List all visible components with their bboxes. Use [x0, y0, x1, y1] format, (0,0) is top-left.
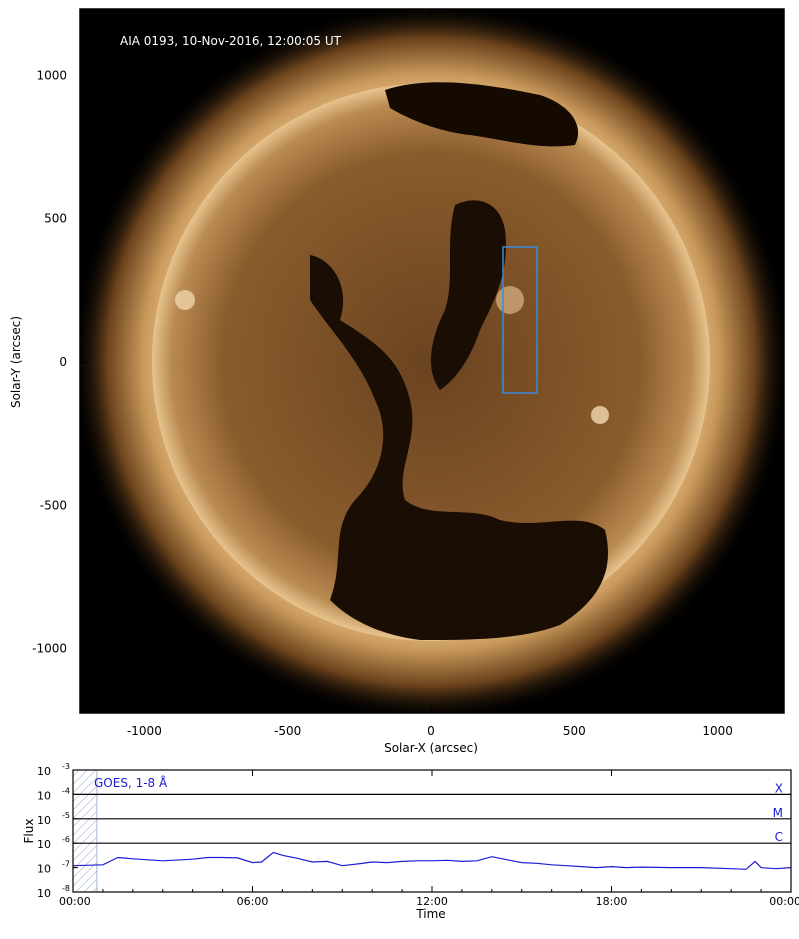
- goes-y-tick-label: 10: [37, 765, 51, 778]
- flare-class-lines: XMC: [73, 781, 791, 844]
- goes-legend-label: GOES, 1-8 Å: [94, 775, 168, 790]
- goes-y-tick-exponent: -5: [62, 811, 70, 820]
- goes-plot-area: [73, 770, 791, 892]
- goes-y-tick-exponent: -3: [62, 762, 70, 771]
- coronal-hole-central: [310, 255, 608, 640]
- goes-x-label: Time: [415, 907, 445, 921]
- image-x-tick-label: -1000: [127, 724, 162, 738]
- goes-panel: XMC GOES, 1-8 Å: [72, 769, 792, 893]
- goes-y-tick-exponent: -8: [62, 884, 70, 893]
- sun-image-panel: AIA 0193, 10-Nov-2016, 12:00:05 UT: [79, 8, 785, 714]
- image-title: AIA 0193, 10-Nov-2016, 12:00:05 UT: [120, 34, 342, 48]
- goes-x-tick-label: 18:00: [596, 895, 628, 908]
- goes-y-tick-exponent: -7: [62, 860, 70, 869]
- goes-y-tick-exponent: -6: [62, 835, 70, 844]
- goes-y-tick-label: 10: [37, 838, 51, 851]
- goes-x-tick-label: 12:00: [416, 895, 448, 908]
- goes-y-tick-label: 10: [37, 789, 51, 802]
- flare-class-label: X: [775, 781, 783, 795]
- image-x-label: Solar-X (arcsec): [384, 741, 478, 755]
- active-region-center: [496, 286, 524, 314]
- goes-x-tick-label: 00:00: [59, 895, 91, 908]
- goes-flux-series: [72, 851, 792, 870]
- image-frame: [79, 8, 785, 714]
- goes-x-tick-label: 06:00: [237, 895, 269, 908]
- active-region-east: [175, 290, 195, 310]
- goes-y-tick-label: 10: [37, 814, 51, 827]
- image-y-tick-label: 500: [44, 212, 67, 226]
- flare-class-label: M: [773, 806, 783, 820]
- image-y-tick-label: -500: [40, 498, 67, 512]
- image-y-tick-label: -1000: [32, 642, 67, 656]
- goes-x-tick-label: 00:00: [769, 895, 799, 908]
- goes-y-label: Flux: [22, 819, 36, 844]
- image-x-tick-label: -500: [274, 724, 301, 738]
- goes-y-tick-exponent: -4: [62, 786, 70, 795]
- active-region-west: [591, 406, 609, 424]
- image-y-tick-label: 0: [59, 355, 67, 369]
- coronal-hole-north: [385, 82, 579, 147]
- image-x-tick-label: 500: [563, 724, 586, 738]
- goes-y-tick-label: 10: [37, 863, 51, 876]
- image-x-tick-label: 0: [427, 724, 435, 738]
- image-y-label: Solar-Y (arcsec): [9, 316, 23, 408]
- goes-axes: 00:00 06:00 12:00 18:00 00:00 10 -3 10 -4 10 -5 10 -…: [37, 762, 799, 908]
- image-x-tick-label: 1000: [702, 724, 733, 738]
- region-of-interest-box: [502, 246, 538, 394]
- flare-class-label: C: [775, 830, 783, 844]
- goes-y-tick-label: 10: [37, 887, 51, 900]
- image-y-tick-label: 1000: [36, 68, 67, 82]
- coronal-hole-center-north: [430, 200, 506, 390]
- image-axes: -1000 -500 0 500 1000 1000 500 0 -500 -1000: [32, 9, 784, 738]
